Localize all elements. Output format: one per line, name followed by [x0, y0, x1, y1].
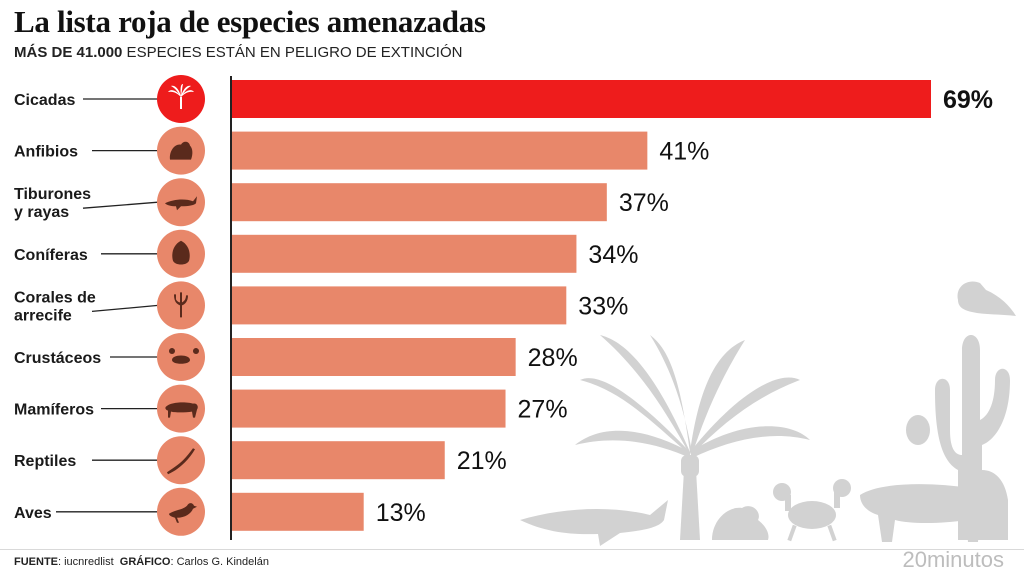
category-label: Reptiles [14, 453, 76, 470]
bar [232, 131, 648, 170]
bar [232, 80, 931, 118]
palm-icon [168, 84, 194, 109]
palm-tree-illustration [575, 335, 810, 540]
coral-icon [174, 292, 188, 318]
crab-icon [169, 348, 199, 364]
bar-row: 21% Reptiles [14, 436, 507, 485]
lizard-icon [167, 448, 195, 475]
bar-row: 37% Tiburones y rayas [14, 178, 669, 227]
source-label: FUENTE [14, 556, 58, 568]
value-label: 28% [528, 344, 578, 372]
category-label: Cicadas [14, 92, 75, 109]
footer-credits: FUENTE: iucnredlist GRÁFICO: Carlos G. K… [14, 556, 269, 568]
chart-subtitle: MÁS DE 41.000 ESPECIES ESTÁN EN PELIGRO … [14, 44, 462, 61]
value-label: 33% [578, 292, 628, 320]
bird-illustration [957, 281, 1016, 316]
source-value: : iucnredlist [58, 556, 114, 568]
shark-icon [165, 196, 197, 211]
bar [232, 338, 516, 376]
bar [232, 389, 506, 428]
bar [232, 492, 364, 531]
leader-line [91, 304, 159, 313]
bar [232, 183, 607, 222]
icon-badge [157, 436, 205, 485]
value-label: 41% [659, 138, 709, 166]
category-label: Anfibios [14, 144, 78, 161]
credit-value: : Carlos G. Kindelán [170, 556, 269, 568]
bar-row: 69% Cicadas [14, 75, 993, 123]
bar [232, 234, 577, 273]
category-label: Mamíferos [14, 402, 94, 419]
bar-row: 33% Corales de arrecife [14, 281, 628, 330]
frog-illustration [712, 506, 769, 540]
shark-illustration [520, 500, 668, 546]
leader-line [82, 201, 159, 209]
coral-illustration [935, 335, 1010, 540]
bar [232, 286, 567, 325]
brand-logo: 20minutos [902, 547, 1004, 572]
value-label: 37% [619, 189, 669, 217]
bar-row: 27% Mamíferos [14, 384, 568, 433]
frog-icon [169, 141, 193, 160]
subtitle-text: ESPECIES ESTÁN EN PELIGRO DE EXTINCIÓN [122, 44, 463, 61]
value-label: 27% [518, 396, 568, 424]
chart-title: La lista roja de especies amenazadas [14, 4, 486, 39]
subtitle-highlight: MÁS DE 41.000 [14, 44, 123, 61]
bar [232, 441, 445, 480]
bar-row: 34% Coníferas [14, 229, 638, 278]
pinecone-icon [172, 240, 190, 265]
bar-row: 13% Aves [14, 487, 426, 536]
category-label: Coníferas [14, 247, 88, 264]
bar-row: 41% Anfibios [14, 126, 709, 175]
category-label: Aves [14, 505, 52, 522]
bar-row: 28% Crustáceos [14, 333, 578, 381]
credit-label: GRÁFICO [119, 556, 171, 568]
category-label: Crustáceos [14, 350, 101, 367]
pinecone-illustration [906, 415, 930, 445]
footer-divider [0, 549, 1024, 550]
bird-icon [169, 503, 197, 523]
value-label: 13% [376, 499, 426, 527]
category-label: Corales de arrecife [14, 289, 96, 324]
value-label: 34% [588, 241, 638, 269]
value-label: 21% [457, 447, 507, 475]
value-label: 69% [943, 86, 993, 114]
leopard-icon [165, 402, 198, 418]
category-label: Tiburones y rayas [14, 186, 91, 221]
crab-illustration [773, 479, 851, 542]
